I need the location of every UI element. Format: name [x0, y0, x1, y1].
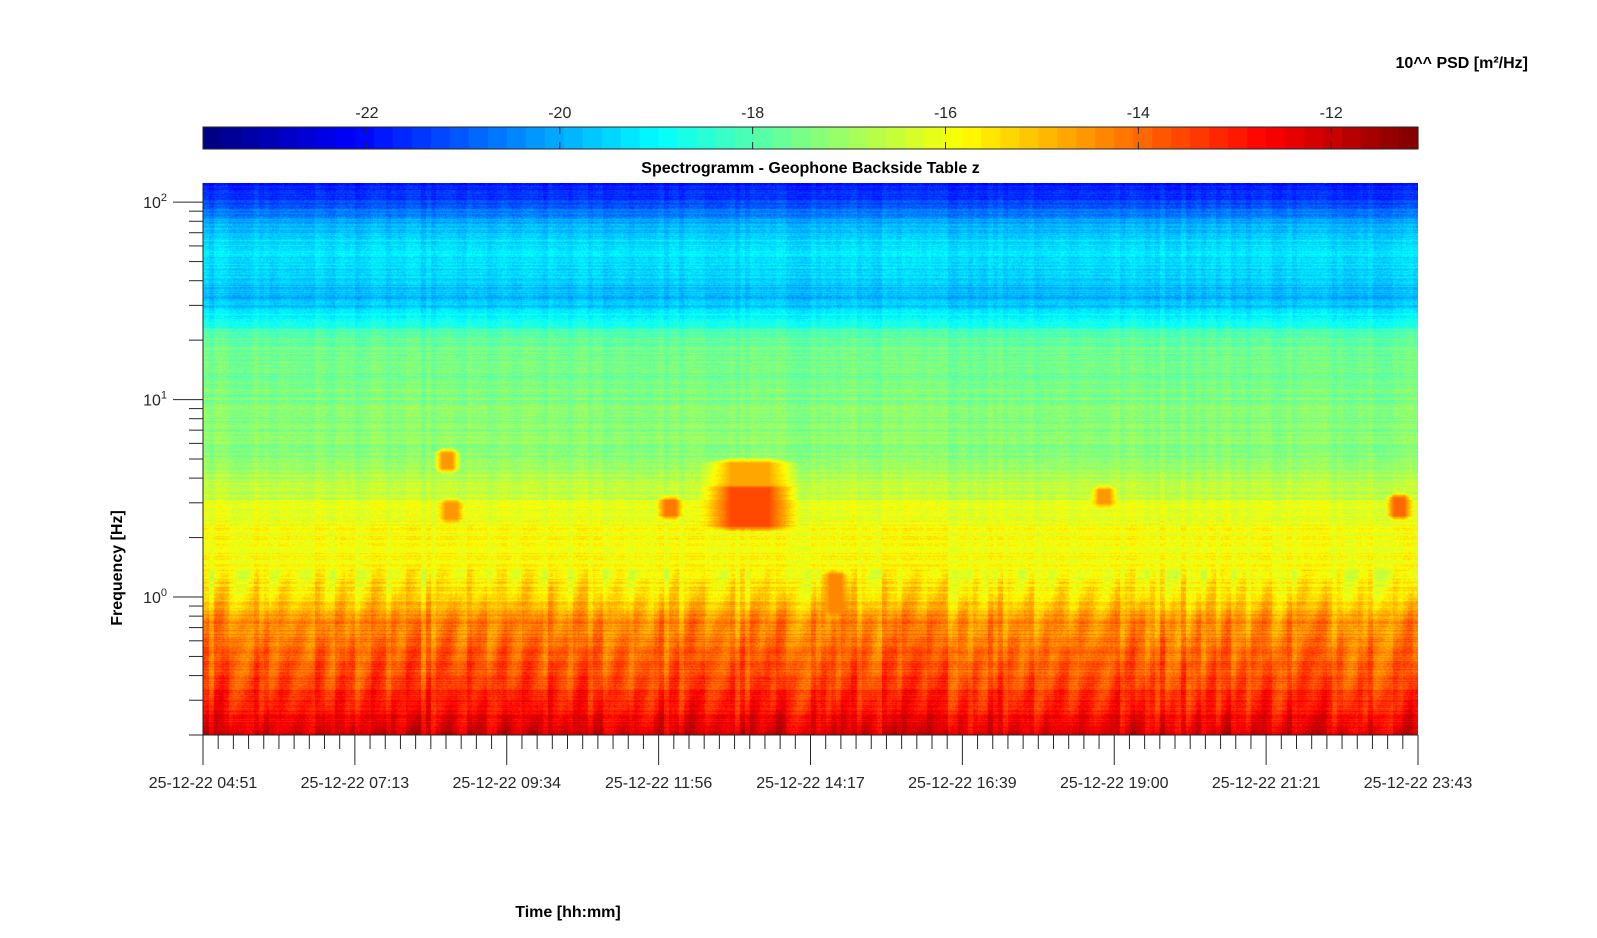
colorbar-swatch — [1133, 127, 1153, 149]
colorbar-swatch — [1399, 127, 1419, 149]
colorbar-swatch — [981, 127, 1001, 149]
colorbar-swatch — [734, 127, 755, 149]
colorbar-tick-label: -18 — [741, 105, 764, 122]
y-axis: 100 101 102 — [143, 183, 204, 736]
colorbar-swatch — [240, 127, 261, 149]
colorbar-swatch — [1095, 127, 1115, 149]
colorbar-swatch — [544, 127, 565, 149]
colorbar-swatch — [582, 127, 603, 149]
colorbar-swatch — [430, 127, 451, 149]
colorbar-tick-label: -14 — [1127, 105, 1150, 122]
colorbar-swatch — [601, 127, 622, 149]
colorbar-swatch — [905, 127, 925, 149]
colorbar-swatch — [696, 127, 717, 149]
colorbar-swatch — [1114, 127, 1134, 149]
colorbar-swatch — [886, 127, 907, 149]
colorbar-swatch — [203, 127, 223, 149]
colorbar-ticks: -22 -20 -18 -16 -14 -12 — [355, 105, 1343, 149]
colorbar-swatch — [791, 127, 812, 149]
colorbar-tick-label: -20 — [548, 105, 571, 122]
colorbar-swatch — [715, 127, 736, 149]
colorbar-swatch — [1057, 127, 1077, 149]
colorbar-swatch — [278, 127, 299, 149]
colorbar-swatch — [487, 127, 508, 149]
colorbar-swatch — [259, 127, 280, 149]
colorbar-frame — [202, 126, 1419, 150]
colorbar-swatch — [1247, 127, 1267, 149]
x-axis: 25-12-22 04:51 25-12-22 07:13 25-12-22 09:… — [149, 734, 1473, 792]
x-tick-label: 25-12-22 21:21 — [1212, 775, 1321, 792]
colorbar-swatch — [411, 127, 432, 149]
colorbar-swatch — [1171, 127, 1191, 149]
colorbar-label: 10^^ PSD [m²/Hz] — [1396, 55, 1528, 72]
colorbar-swatch — [639, 127, 660, 149]
x-tick-label: 25-12-22 23:43 — [1364, 775, 1473, 792]
colorbar-swatch — [1076, 127, 1096, 149]
colorbar-swatch — [563, 127, 584, 149]
x-tick-label: 25-12-22 09:34 — [452, 775, 561, 792]
colorbar-swatch — [848, 127, 869, 149]
colorbar-swatch — [1228, 127, 1248, 149]
colorbar-swatch — [924, 127, 944, 149]
colorbar-swatch — [1019, 127, 1039, 149]
colorbar-swatch — [1361, 127, 1381, 149]
colorbar-swatches — [203, 127, 1419, 149]
colorbar-swatch — [525, 127, 546, 149]
colorbar-swatch — [1000, 127, 1020, 149]
heatmap-frame — [203, 183, 1418, 735]
colorbar-swatch — [1285, 127, 1305, 149]
colorbar-swatch — [1342, 127, 1362, 149]
colorbar-swatch — [829, 127, 850, 149]
colorbar-swatch — [221, 127, 242, 149]
colorbar-tick-label: -16 — [934, 105, 957, 122]
colorbar-swatch — [620, 127, 641, 149]
colorbar-swatch — [297, 127, 318, 149]
colorbar-swatch — [316, 127, 337, 149]
colorbar-swatch — [354, 127, 375, 149]
colorbar-tick-label: -12 — [1320, 105, 1343, 122]
colorbar-swatch — [943, 127, 963, 149]
colorbar-swatch — [1209, 127, 1229, 149]
colorbar-swatch — [658, 127, 679, 149]
colorbar-swatch — [753, 127, 774, 149]
colorbar-swatch — [772, 127, 793, 149]
colorbar: -22 -20 -18 -16 -14 -12 — [202, 105, 1419, 150]
colorbar-swatch — [1038, 127, 1058, 149]
colorbar-swatch — [373, 127, 394, 149]
x-tick-label: 25-12-22 16:39 — [908, 775, 1017, 792]
y-tick-label: 101 — [143, 390, 167, 410]
chart-title: Spectrogramm - Geophone Backside Table z — [641, 160, 979, 177]
x-tick-label: 25-12-22 11:56 — [605, 775, 712, 792]
colorbar-swatch — [677, 127, 698, 149]
colorbar-swatch — [1304, 127, 1324, 149]
colorbar-swatch — [867, 127, 888, 149]
x-tick-label: 25-12-22 04:51 — [149, 775, 258, 792]
colorbar-tick-label: -22 — [355, 105, 378, 122]
colorbar-swatch — [468, 127, 489, 149]
colorbar-swatch — [506, 127, 527, 149]
colorbar-swatch — [335, 127, 356, 149]
colorbar-swatch — [1380, 127, 1400, 149]
y-tick-label: 100 — [143, 587, 167, 607]
y-tick-label: 102 — [143, 192, 167, 212]
plot-area — [203, 183, 1418, 735]
colorbar-swatch — [449, 127, 470, 149]
y-axis-label: Frequency [Hz] — [109, 510, 126, 626]
spectrogram-heatmap — [203, 183, 1418, 735]
colorbar-swatch — [392, 127, 413, 149]
colorbar-swatch — [1266, 127, 1286, 149]
x-axis-label: Time [hh:mm] — [515, 904, 620, 921]
colorbar-swatch — [962, 127, 982, 149]
colorbar-swatch — [1323, 127, 1343, 149]
colorbar-swatch — [810, 127, 831, 149]
colorbar-swatch — [1152, 127, 1172, 149]
x-tick-label: 25-12-22 19:00 — [1060, 775, 1169, 792]
colorbar-swatch — [1190, 127, 1210, 149]
x-tick-label: 25-12-22 14:17 — [756, 775, 865, 792]
x-tick-label: 25-12-22 07:13 — [301, 775, 410, 792]
